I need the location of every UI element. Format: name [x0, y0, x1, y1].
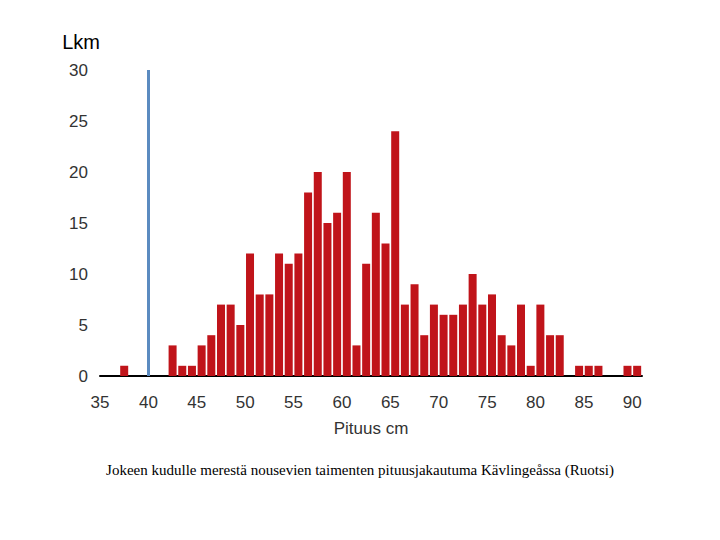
svg-text:65: 65 [381, 393, 400, 412]
svg-text:5: 5 [79, 316, 88, 335]
svg-text:15: 15 [69, 214, 88, 233]
svg-text:25: 25 [69, 112, 88, 131]
svg-text:Lkm: Lkm [62, 31, 100, 53]
svg-text:45: 45 [187, 393, 206, 412]
html-text:Jokeen kudulle merestä nousevi: Jokeen kudulle merestä nousevien taiment… [106, 462, 614, 478]
svg-text:50: 50 [236, 393, 255, 412]
svg-text:70: 70 [429, 393, 448, 412]
svg-text:10: 10 [69, 265, 88, 284]
svg-text:20: 20 [69, 163, 88, 182]
svg-text:75: 75 [478, 393, 497, 412]
svg-text:35: 35 [91, 393, 110, 412]
svg-text:40: 40 [139, 393, 158, 412]
svg-text:90: 90 [623, 393, 642, 412]
svg-text:Pituus cm: Pituus cm [334, 419, 409, 438]
svg-text:30: 30 [69, 61, 88, 80]
svg-text:60: 60 [333, 393, 352, 412]
svg-text:85: 85 [574, 393, 593, 412]
svg-text:80: 80 [526, 393, 545, 412]
svg-text:0: 0 [79, 367, 88, 386]
svg-text:55: 55 [284, 393, 303, 412]
